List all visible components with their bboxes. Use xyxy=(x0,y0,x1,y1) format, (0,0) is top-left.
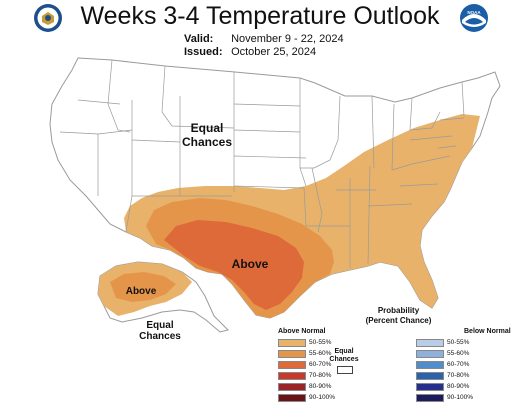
below-normal-label: 50-55% xyxy=(447,339,470,346)
below-normal-swatch xyxy=(416,372,444,380)
equal-chances-label: Chances xyxy=(182,135,232,149)
alaska-above-label: Above xyxy=(126,286,157,297)
above-normal-label: 90-100% xyxy=(309,394,336,401)
above-normal-label: 80-90% xyxy=(309,383,332,390)
above-normal-swatch xyxy=(278,383,306,391)
equal-chances-legend-label: Equal Chances xyxy=(327,348,361,364)
probability-legend: Probability (Percent Chance) Above Norma… xyxy=(276,304,521,404)
above-normal-swatch xyxy=(278,339,306,347)
equal-chances-legend-text: Equal xyxy=(334,348,354,355)
issued-date: October 25, 2024 xyxy=(231,46,317,58)
equal-chances-swatch xyxy=(337,366,353,374)
noaa-logo-icon: NOAA xyxy=(460,4,488,32)
alaska-band-55-60 xyxy=(110,272,176,302)
above-normal-swatch xyxy=(278,350,306,358)
valid-row: Valid: November 9 - 22, 2024 xyxy=(184,33,344,46)
valid-label: Valid: xyxy=(184,33,214,45)
below-normal-swatch xyxy=(416,394,444,402)
page-title: Weeks 3-4 Temperature Outlook xyxy=(80,2,440,30)
below-normal-label: 70-80% xyxy=(447,372,470,379)
below-normal-label: 60-70% xyxy=(447,361,470,368)
below-normal-label: 55-60% xyxy=(447,350,470,357)
below-normal-label: 80-90% xyxy=(447,383,470,390)
above-normal-header: Above Normal xyxy=(278,328,326,335)
below-normal-swatch xyxy=(416,361,444,369)
above-normal-swatch xyxy=(278,361,306,369)
above-normal-label: 60-70% xyxy=(309,361,332,368)
commerce-seal-icon xyxy=(34,4,62,32)
below-normal-header: Below Normal xyxy=(464,328,511,335)
noaa-logo-text: NOAA xyxy=(467,10,481,15)
above-normal-label: 55-60% xyxy=(309,350,332,357)
state-borders xyxy=(59,59,465,268)
above-normal-swatch xyxy=(278,394,306,402)
equal-chances-label: Equal xyxy=(191,121,224,135)
equal-chances-legend-text: Chances xyxy=(329,356,359,363)
date-block: Valid: November 9 - 22, 2024 Issued: Oct… xyxy=(184,33,344,59)
below-normal-swatch xyxy=(416,350,444,358)
above-normal-label: 70-80% xyxy=(309,372,332,379)
alaska-equal-chances-label: Equal xyxy=(146,320,173,331)
legend-subtitle: (Percent Chance) xyxy=(365,316,432,325)
legend-title: Probability xyxy=(377,306,420,315)
alaska-equal-chances-label: Chances xyxy=(139,331,181,342)
valid-dates: November 9 - 22, 2024 xyxy=(231,33,344,45)
below-normal-label: 90-100% xyxy=(447,394,474,401)
above-normal-swatch xyxy=(278,372,306,380)
issued-label: Issued: xyxy=(184,46,223,58)
band-60-70 xyxy=(164,220,304,310)
above-normal-label: 50-55% xyxy=(309,339,332,346)
issued-row: Issued: October 25, 2024 xyxy=(184,46,344,59)
above-label: Above xyxy=(232,257,269,271)
below-normal-swatch xyxy=(416,383,444,391)
below-normal-swatch xyxy=(416,339,444,347)
